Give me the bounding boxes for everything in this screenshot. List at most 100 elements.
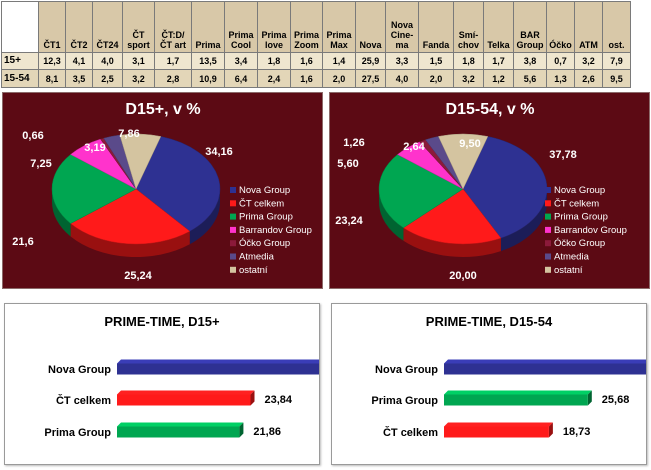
bar <box>117 363 319 375</box>
bar <box>444 394 588 406</box>
pie-panel-d15-54: D15-54, v % 37,78 20,00 23,24 5,60 1,26 2,64 9,… <box>329 92 650 289</box>
legend-swatch <box>230 240 236 247</box>
column-header: ČT1 <box>38 1 66 53</box>
category-label: ČT celkem <box>383 426 438 439</box>
legend-swatch <box>545 253 551 260</box>
table-cell: 3,5 <box>65 69 93 88</box>
bar-data-label: 23,84 <box>265 394 293 406</box>
bar-top <box>444 390 592 395</box>
pie-data-label: 3,19 <box>84 142 105 154</box>
table-cell: 4,0 <box>385 69 419 88</box>
table-corner <box>1 1 39 53</box>
pie-slice <box>119 133 162 190</box>
column-header: ČT2 <box>65 1 93 53</box>
share-table: ČT1 ČT2 ČT24 ČT sport ČT:D/ ČT art Prima Prima… <box>1 1 631 88</box>
bar <box>444 363 646 375</box>
table-cell: 9,5 <box>602 69 631 88</box>
table-cell: 1,5 <box>418 52 454 70</box>
table-cell: 4,1 <box>65 52 93 70</box>
pie-slice-side <box>70 223 190 257</box>
table-row: 15+ 12,3 4,1 4,0 3,1 1,7 13,5 3,4 1,8 1,6 1,4 25,9 3… <box>1 52 631 70</box>
column-header: ČT:D/ ČT art <box>154 1 192 53</box>
legend-entry: ČT celkem <box>554 198 599 209</box>
pie-title: D15+, v % <box>125 101 200 118</box>
column-header: ATM <box>574 1 603 53</box>
table-cell: 1,8 <box>257 52 291 70</box>
pie-data-label: 34,16 <box>205 146 233 158</box>
bar-chart: PRIME-TIME, D15+Nova Group40,52ČT celkem… <box>44 314 319 439</box>
pie-slice <box>462 136 548 239</box>
legend-swatch <box>545 240 551 247</box>
legend-entry: ostatní <box>239 265 268 276</box>
pie-slice-side <box>500 189 547 252</box>
table-cell: 2,6 <box>574 69 603 88</box>
table-cell: 27,5 <box>355 69 386 88</box>
bar <box>117 394 251 406</box>
legend-swatch <box>230 266 236 273</box>
pie-slice <box>135 136 221 232</box>
pie-data-label: 23,24 <box>335 215 363 227</box>
table-cell: 3,3 <box>385 52 419 70</box>
pie-data-label: 7,25 <box>30 158 51 170</box>
pie-slice <box>438 133 489 190</box>
table-cell: 13,5 <box>191 52 225 70</box>
pie-slice-side <box>403 227 501 257</box>
legend-entry: Nova Group <box>239 185 290 196</box>
table-cell: 3,2 <box>453 69 484 88</box>
pie-slice-side <box>52 189 71 237</box>
table-cell: 3,2 <box>574 52 603 70</box>
table-cell: 2,0 <box>322 69 356 88</box>
legend-swatch <box>230 253 236 260</box>
legend-swatch <box>545 266 551 273</box>
table-cell: 10,9 <box>191 69 225 88</box>
table-cell: 2,4 <box>257 69 291 88</box>
bar-side <box>587 390 592 406</box>
column-header: Prima love <box>257 1 291 53</box>
bar-panel-prime-d15plus: PRIME-TIME, D15+Nova Group40,52ČT celkem… <box>4 303 320 465</box>
table-cell: 1,8 <box>453 52 484 70</box>
legend-swatch <box>545 213 551 220</box>
table-cell: 3,1 <box>122 52 155 70</box>
bar-data-label: 25,68 <box>602 394 630 406</box>
bar-title: PRIME-TIME, D15+ <box>104 314 220 329</box>
column-header: Prima Cool <box>224 1 258 53</box>
column-header: Nova Cine- ma <box>385 1 419 53</box>
bar-top <box>117 359 319 364</box>
column-header: BAR Group <box>513 1 547 53</box>
legend-swatch <box>545 187 551 193</box>
pie-data-label: 9,50 <box>459 138 480 150</box>
legend-entry: Prima Group <box>239 212 293 223</box>
legend-entry: Atmedia <box>554 252 590 263</box>
bar-top <box>117 422 244 427</box>
table-cell: 8,1 <box>38 69 66 88</box>
column-header: ČT24 <box>92 1 123 53</box>
legend-entry: ostatní <box>554 265 583 276</box>
table-cell: 3,4 <box>224 52 258 70</box>
bar-data-label: 18,73 <box>563 426 591 438</box>
pie-data-label: 37,78 <box>549 149 577 161</box>
pie-slice <box>402 188 502 245</box>
legend-swatch <box>230 187 236 193</box>
pie-data-label: 1,26 <box>343 137 364 149</box>
pie-data-label: 2,64 <box>403 141 425 153</box>
legend-entry: Prima Group <box>554 212 608 223</box>
table-cell: 1,6 <box>290 69 323 88</box>
bar <box>444 426 549 438</box>
legend-swatch <box>230 226 236 233</box>
pie-chart: D15+, v % 34,16 25,24 21,6 7,25 0,66 3,19 7,86 N… <box>12 101 312 282</box>
table-cell: 1,6 <box>290 52 323 70</box>
table-cell: 2,0 <box>418 69 454 88</box>
column-header: Telka <box>483 1 514 53</box>
pie-panel-d15plus: D15+, v % 34,16 25,24 21,6 7,25 0,66 3,19 7,86 N… <box>2 92 323 289</box>
pie-data-label: 5,60 <box>337 158 358 170</box>
table-cell: 7,9 <box>602 52 631 70</box>
pie-data-label: 0,66 <box>22 130 43 142</box>
column-header: Fanda <box>418 1 454 53</box>
legend-swatch <box>545 226 551 233</box>
column-header: ČT sport <box>122 1 155 53</box>
table-row: 15-54 8,1 3,5 2,5 3,2 2,8 10,9 6,4 2,4 1,6 2,0 27,5… <box>1 69 631 88</box>
category-label: Prima Group <box>44 427 111 439</box>
legend-entry: ČT celkem <box>239 198 284 209</box>
column-header: Smí- chov <box>453 1 484 53</box>
